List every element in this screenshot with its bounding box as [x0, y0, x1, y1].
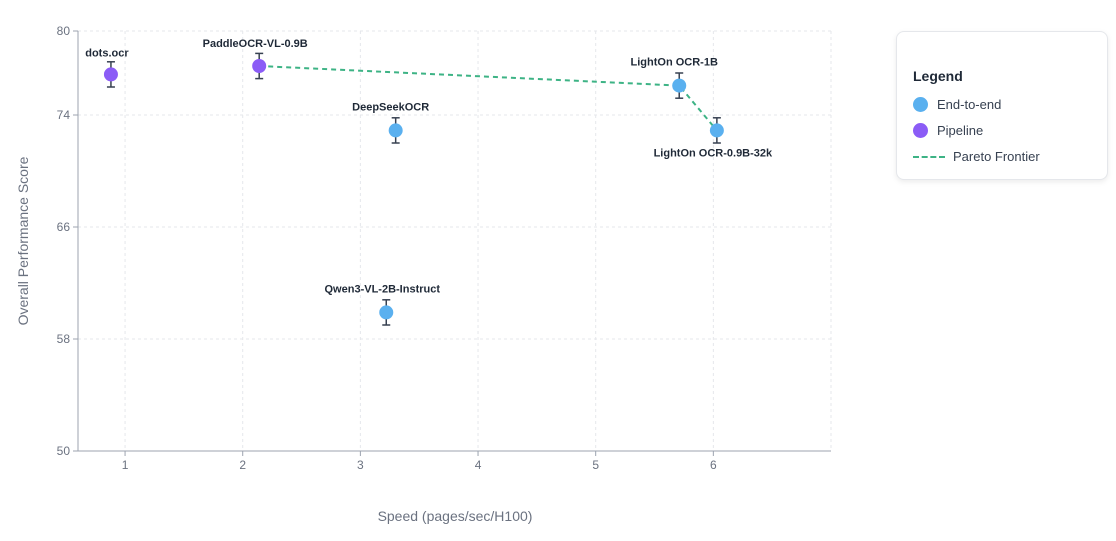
legend-marker-end-to-end — [913, 97, 928, 112]
x-tick-label: 3 — [357, 458, 364, 472]
axes: 50 58 66 74 80 1 2 3 4 5 6 — [57, 24, 831, 472]
pareto-frontier-line — [259, 65, 718, 132]
legend-marker-pareto-frontier — [913, 155, 945, 158]
x-axis-title: Speed (pages/sec/H100) — [378, 508, 533, 524]
y-tick-label: 50 — [57, 444, 71, 458]
data-points: dots.ocr PaddleOCR-VL-0.9B DeepSeekOCR Qwen… — [85, 38, 773, 326]
x-tick-label: 1 — [122, 458, 129, 472]
point-label-lighton-ocr-0-9b-32k: LightOn OCR-0.9B-32k — [654, 147, 773, 159]
x-tick-label: 2 — [239, 458, 246, 472]
point-lighton-ocr-1b — [672, 78, 687, 93]
y-tick-label: 58 — [57, 332, 71, 346]
legend-marker-pipeline — [913, 123, 928, 138]
legend-item-pipeline: Pipeline — [913, 123, 983, 138]
point-qwen3-vl-2b-instruct — [379, 305, 394, 320]
legend-label-pipeline: Pipeline — [937, 123, 984, 138]
legend-item-end-to-end: End-to-end — [913, 97, 1001, 112]
point-dots-ocr — [103, 67, 118, 82]
legend-item-pareto-frontier: Pareto Frontier — [913, 149, 1040, 164]
point-deepseekocr — [388, 123, 403, 138]
x-tick-label: 4 — [475, 458, 482, 472]
y-axis-title: Overall Performance Score — [15, 156, 31, 325]
grid — [78, 30, 832, 452]
legend-label-end-to-end: End-to-end — [937, 97, 1002, 112]
point-label-qwen3-vl-2b-instruct: Qwen3-VL-2B-Instruct — [325, 283, 441, 295]
legend-label-pareto-frontier: Pareto Frontier — [953, 149, 1040, 164]
point-label-lighton-ocr-1b: LightOn OCR-1B — [631, 57, 718, 69]
x-tick-label: 6 — [710, 458, 717, 472]
point-label-paddleocr-vl-0-9b: PaddleOCR-VL-0.9B — [203, 38, 308, 50]
point-label-deepseekocr: DeepSeekOCR — [352, 101, 429, 113]
point-paddleocr-vl-0-9b — [252, 59, 267, 73]
x-tick-label: 5 — [592, 458, 599, 472]
legend-title: Legend — [913, 68, 963, 84]
point-label-dots-ocr: dots.ocr — [85, 47, 129, 59]
y-tick-label: 74 — [57, 108, 71, 122]
legend: Legend End-to-end Pipeline Pareto Fronti… — [896, 31, 1108, 180]
pareto-frontier-path — [259, 65, 718, 132]
y-tick-label: 80 — [57, 24, 71, 38]
y-tick-label: 66 — [57, 220, 71, 234]
point-lighton-ocr-0-9b-32k — [709, 123, 724, 138]
scatter-chart: 50 58 66 74 80 1 2 3 4 5 6 dots.ocr PaddleOCR-VL-0.… — [15, 24, 832, 524]
